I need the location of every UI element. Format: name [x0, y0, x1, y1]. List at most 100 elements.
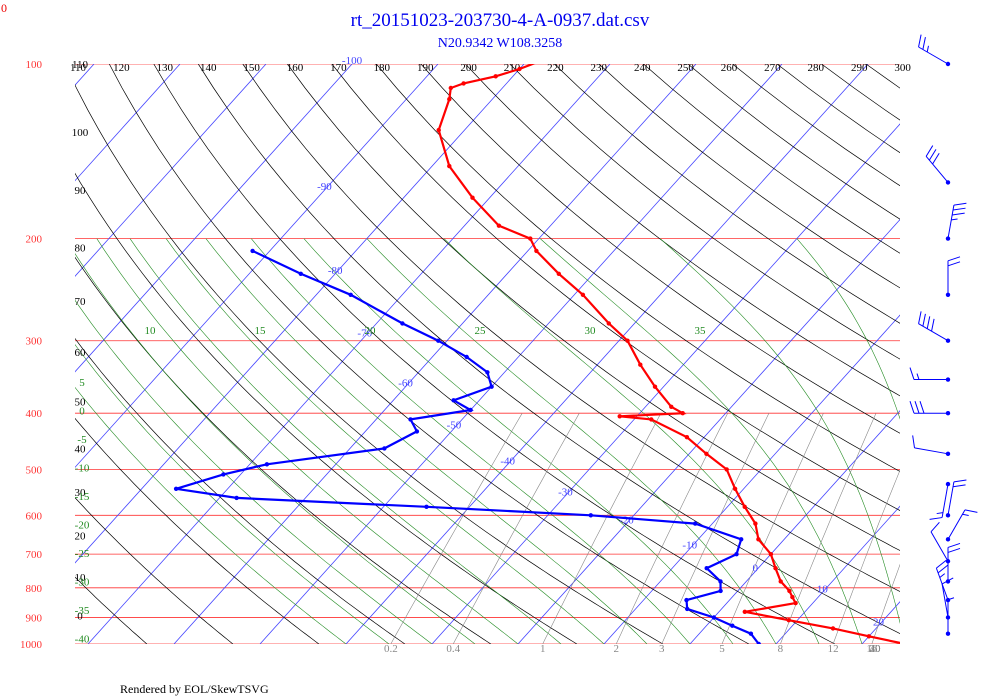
dewpoint-point	[489, 384, 494, 389]
moist-adiabat-line	[923, 239, 992, 644]
theta-top-label: 130	[157, 62, 174, 74]
dewpoint-point	[264, 462, 270, 467]
wind-barb	[945, 202, 967, 241]
isotherm-label: -40	[500, 455, 515, 467]
dewpoint-point	[464, 354, 469, 360]
isotherm-line	[75, 64, 181, 182]
wind-barb-half	[939, 573, 946, 578]
dewpoint-point	[400, 321, 405, 326]
wind-barb-flag	[947, 547, 961, 553]
temperature-point	[742, 504, 747, 509]
wind-barb	[918, 311, 951, 343]
moist-left-label: -15	[75, 491, 90, 503]
dry-adiabat-line	[75, 256, 492, 644]
moist-adiabat-line	[303, 238, 734, 644]
moist-left-label: -5	[77, 434, 87, 446]
isotherm-label: 10	[817, 583, 829, 595]
theta-top-label: 190	[417, 62, 434, 74]
isotherm-label: -60	[398, 378, 413, 390]
temperature-point	[544, 57, 548, 61]
temperature-point	[756, 537, 761, 542]
temperature-point	[669, 404, 674, 409]
temperature-point	[606, 321, 611, 326]
corner-label: 0	[1, 1, 7, 15]
temperature-point	[534, 248, 539, 254]
mixing-ratio-line	[542, 413, 662, 644]
temperature-point	[773, 566, 778, 571]
wind-barb-flag	[925, 145, 934, 157]
pressure-label: 900	[26, 612, 43, 624]
temperature-point	[742, 609, 747, 614]
theta-top-label: 280	[808, 62, 825, 74]
dry-adiabat-line	[242, 64, 900, 592]
wind-barb-flag	[947, 542, 961, 548]
theta-top-label: 120	[113, 62, 130, 74]
wind-barb	[929, 481, 951, 520]
wind-barb	[909, 367, 951, 382]
dewpoint-point	[424, 504, 429, 509]
theta-top-label: 200	[460, 62, 477, 74]
moist-adiabat-label: 15	[255, 325, 267, 337]
dry-adiabat-line	[509, 64, 900, 360]
dry-adiabat-line	[554, 64, 900, 324]
mixing-ratio-line	[452, 413, 580, 644]
dry-adiabat-line	[776, 64, 900, 154]
isotherm-line	[517, 218, 900, 644]
dewpoint-point	[734, 552, 739, 557]
wind-barb-flag	[947, 256, 961, 262]
wind-barb-staff	[947, 509, 966, 540]
theta-left-label: 100	[72, 127, 89, 139]
temperature-point	[617, 414, 622, 419]
dry-adiabat-line	[465, 64, 900, 397]
moist-adiabat-label: 25	[475, 325, 487, 337]
isotherm-label: -30	[558, 487, 573, 499]
theta-top-label: 290	[851, 62, 868, 74]
dewpoint-point	[693, 521, 698, 526]
temperature-point	[778, 579, 783, 584]
temperature-point	[724, 467, 729, 472]
isotherm-label: 0	[752, 563, 758, 575]
wind-barb-staff	[947, 205, 955, 239]
pressure-label: 100	[26, 59, 43, 71]
moist-left-label: 0	[79, 406, 85, 418]
wind-barb-flag	[926, 316, 931, 329]
wind-barb-staff	[918, 46, 949, 65]
wind-barb-flag	[928, 149, 937, 161]
theta-left-label: 110	[72, 59, 89, 71]
isotherm-line	[861, 601, 900, 644]
moist-adiabat-line	[540, 238, 863, 644]
theta-left-label: 40	[75, 443, 87, 455]
theta-top-label: 160	[287, 62, 304, 74]
theta-top-label: 170	[330, 62, 347, 74]
wind-barb	[941, 577, 954, 620]
isotherm-line	[75, 64, 267, 277]
theta-top-label: 240	[634, 62, 651, 74]
mixing-ratio-label: 0.4	[446, 643, 460, 655]
theta-top-label: 300	[894, 62, 911, 74]
dewpoint-point	[221, 472, 226, 477]
mixing-ratio-label: 0.2	[384, 643, 398, 655]
moist-adiabat-line	[75, 386, 347, 644]
theta-left-label: 60	[75, 347, 87, 359]
theta-top-label: 220	[547, 62, 564, 74]
wind-barb-flag	[922, 313, 926, 327]
dewpoint-point	[730, 623, 735, 628]
isotherm-line	[603, 314, 900, 644]
theta-top-label: 230	[591, 62, 608, 74]
dewpoint-point	[588, 513, 593, 518]
dewpoint-point	[436, 338, 441, 343]
theta-top-label: 150	[243, 62, 260, 74]
chart-title: rt_20151023-203730-4-A-0937.dat.csv	[350, 10, 650, 31]
moist-left-label: -20	[75, 520, 90, 532]
wind-barb-half	[926, 45, 929, 53]
isotherm-line	[0, 64, 8, 644]
dry-adiabat-line	[75, 84, 664, 644]
theta-top-label: 180	[374, 62, 391, 74]
moist-adiabat-line	[129, 238, 562, 644]
wind-barb-flag	[952, 212, 965, 216]
temperature-point	[448, 85, 453, 91]
temperature-point	[625, 338, 630, 343]
moist-adiabat-line	[165, 238, 605, 644]
render-credit: Rendered by EOL/SkewTSVG	[120, 682, 269, 696]
isotherm-line	[75, 64, 353, 373]
